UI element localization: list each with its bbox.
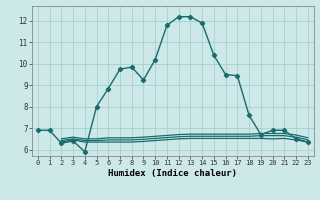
X-axis label: Humidex (Indice chaleur): Humidex (Indice chaleur) (108, 169, 237, 178)
